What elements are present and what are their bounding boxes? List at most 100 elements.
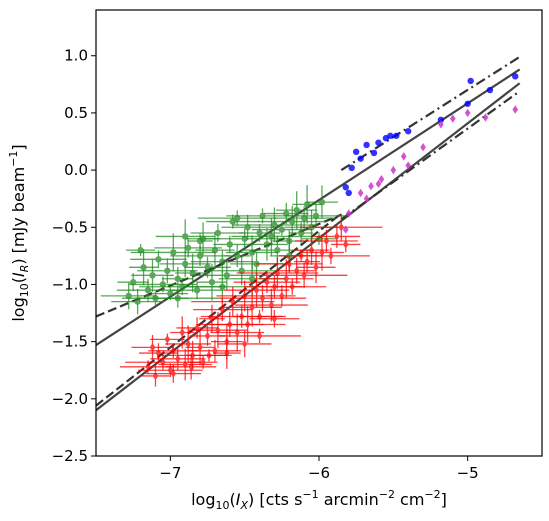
data-point (305, 185, 338, 219)
data-point (209, 306, 286, 343)
data-point (210, 313, 265, 352)
data-point (187, 233, 213, 249)
data-point (258, 278, 327, 295)
data-point (187, 271, 258, 303)
data-point (188, 339, 242, 362)
data-point (284, 203, 348, 229)
data-point (387, 132, 394, 139)
data-point (186, 349, 232, 362)
data-point (231, 217, 312, 256)
data-point (393, 132, 400, 139)
data-points (100, 73, 519, 387)
data-point (357, 188, 364, 198)
y-axis: −2.5 −2.0 −1.5 −1.0 −0.5 0.0 0.5 1.0 (52, 47, 96, 465)
data-point (145, 364, 202, 383)
x-tick-label: −5 (457, 464, 479, 482)
data-point (400, 152, 407, 161)
data-point (331, 236, 361, 253)
data-point (249, 309, 300, 328)
data-point (221, 214, 274, 240)
data-point (450, 114, 456, 123)
data-point (190, 250, 254, 273)
data-point (207, 256, 276, 286)
data-point (170, 316, 195, 349)
y-tick-label: −1.5 (52, 333, 88, 351)
y-tick-label: −2.0 (52, 390, 88, 408)
data-point (263, 202, 309, 225)
data-point (390, 165, 397, 175)
data-point (301, 232, 337, 245)
data-point (246, 228, 288, 261)
y-tick-label: 0.0 (64, 161, 88, 179)
data-point (342, 184, 349, 191)
data-point (405, 161, 411, 170)
data-point (218, 284, 307, 312)
data-point (234, 288, 308, 322)
data-point (165, 325, 212, 363)
data-point (420, 143, 426, 152)
data-point (232, 207, 317, 243)
data-point (363, 194, 370, 203)
data-point (136, 288, 219, 308)
x-tick-label: −7 (159, 464, 181, 482)
data-point (268, 285, 296, 307)
y-tick-label: −1.0 (52, 275, 88, 293)
data-point (464, 108, 471, 118)
data-point (289, 222, 314, 244)
data-point (300, 234, 344, 271)
data-point (137, 258, 198, 284)
data-point (345, 209, 352, 218)
data-point (352, 148, 360, 156)
data-point (197, 263, 227, 301)
y-tick-label: 0.5 (64, 104, 88, 122)
data-point (273, 206, 336, 230)
data-point (467, 77, 474, 85)
data-point (191, 286, 275, 317)
data-point (100, 282, 157, 310)
data-point (223, 273, 290, 308)
data-point (378, 175, 385, 184)
data-point (375, 139, 382, 146)
data-point (170, 245, 230, 267)
data-point (257, 205, 327, 238)
data-point (342, 225, 349, 234)
x-axis-label: log10(IX) [cts s−1 arcmin−2 cm−2] (191, 488, 447, 512)
x-axis: −7 −6 −5 (159, 456, 479, 482)
data-point (363, 141, 370, 149)
data-point (296, 251, 336, 284)
data-point (212, 337, 241, 369)
y-tick-label: −0.5 (52, 218, 88, 236)
data-point (218, 328, 301, 344)
data-point (184, 256, 231, 278)
data-point (482, 113, 489, 122)
data-point (357, 155, 364, 162)
data-point (345, 189, 352, 197)
data-point (486, 86, 494, 94)
data-point (368, 181, 374, 191)
data-point (294, 229, 358, 253)
data-point (166, 354, 217, 380)
data-point (291, 247, 370, 265)
data-point (126, 244, 156, 257)
data-point (370, 149, 378, 157)
data-point (197, 210, 277, 226)
data-point (130, 233, 216, 272)
fit-line-dashdot (340, 55, 521, 172)
data-point (292, 185, 322, 224)
data-point (464, 100, 471, 107)
data-point (512, 105, 519, 114)
data-point (170, 281, 224, 300)
data-point (437, 116, 445, 123)
data-point (276, 191, 318, 229)
data-point (190, 260, 264, 290)
data-point (206, 214, 260, 229)
data-point (239, 224, 281, 242)
data-point (348, 164, 355, 172)
x-tick-label: −6 (308, 464, 330, 482)
data-point (175, 253, 211, 293)
data-point (130, 250, 187, 269)
data-point (217, 330, 272, 358)
data-point (155, 219, 215, 254)
data-point (300, 213, 383, 241)
data-point (129, 249, 159, 286)
